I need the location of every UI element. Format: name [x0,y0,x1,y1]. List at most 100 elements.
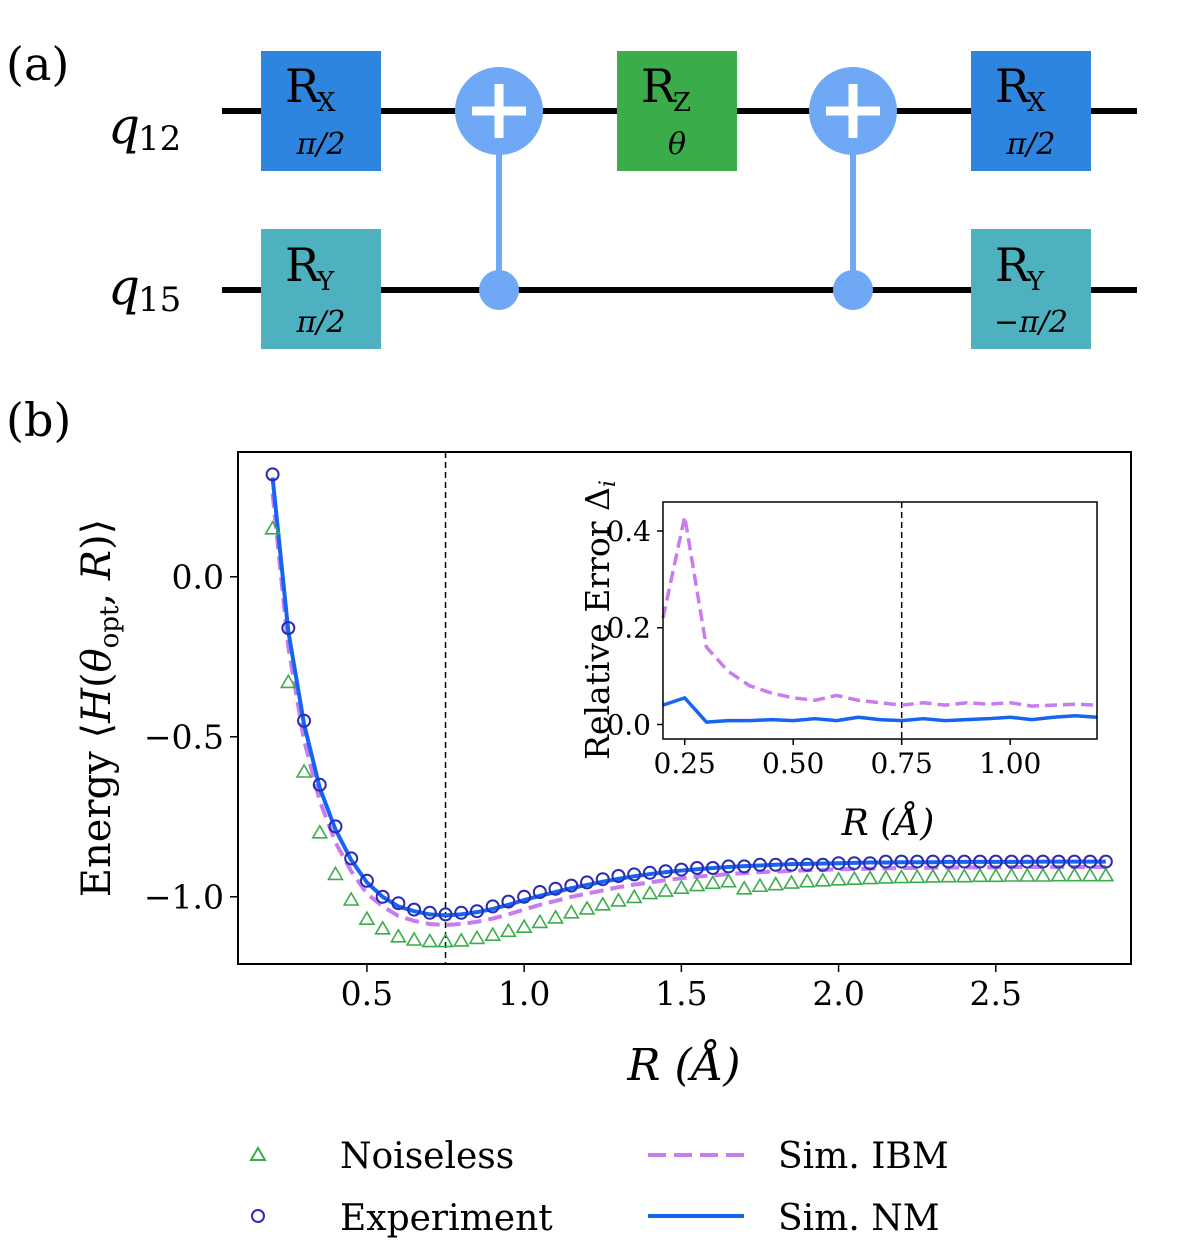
main-point-experiment-9 [407,902,422,917]
main-point-noiseless-47 [1003,867,1020,882]
main-point-experiment-10 [422,905,437,920]
main-point-noiseless-12 [452,932,470,947]
gate-ry-1-name: R [285,238,321,292]
legend-entry-sim-ibm: Sim. IBM [648,1136,949,1177]
main-point-noiseless-42 [924,868,942,883]
ylabel-close: )⟩ [74,519,120,550]
main-point-noiseless-25 [657,882,675,897]
main-point-noiseless-44 [955,868,973,883]
main-point-noiseless-52 [1081,867,1099,882]
main-point-noiseless-19 [562,904,580,919]
main-point-noiseless-45 [971,867,989,883]
main-y-axis-label: Energy ⟨H(θopt, R)⟩ [74,519,125,897]
main-point-experiment-50 [1051,854,1066,869]
inset-y-tick-label-0: 0.0 [606,708,651,741]
qubit-q12-main: q [108,97,140,155]
main-y-tick-label-2: −1.0 [144,877,224,916]
main-point-experiment-19 [564,878,579,893]
main-point-experiment-13 [469,904,484,919]
main-point-experiment-5 [344,851,359,866]
main-point-experiment-3 [312,777,327,792]
main-point-experiment-4 [328,819,343,834]
gate-rz-name: R [641,59,677,113]
inset-plot-frame [662,501,1098,740]
main-point-experiment-23 [627,867,642,882]
main-point-noiseless-31 [751,877,769,893]
main-point-noiseless-3 [311,824,329,839]
main-point-experiment-36 [831,856,846,871]
main-point-noiseless-30 [735,880,753,895]
gate-ry-1: R Y π/2 [261,229,381,349]
main-point-experiment-51 [1067,854,1082,869]
gate-ry-1-param: π/2 [296,305,346,340]
main-point-noiseless-34 [798,873,816,888]
inset-series-sim-nm-line [662,696,1098,724]
main-point-noiseless-9 [405,931,423,946]
gate-rz-param: θ [668,127,686,162]
main-point-experiment-11 [438,907,453,922]
main-point-experiment-20 [580,875,595,890]
gate-ry-1-sub: Y [316,267,335,297]
cnot-control-1 [479,270,519,310]
main-point-noiseless-6 [358,910,376,926]
gate-ry-2-name: R [995,238,1031,292]
inset-ylabel-i: i [596,480,621,487]
inset-x-tick-label-2: 0.75 [871,747,933,780]
main-point-noiseless-24 [641,885,659,900]
main-point-noiseless-13 [468,929,486,945]
main-point-noiseless-37 [845,870,863,886]
main-point-experiment-40 [894,854,909,869]
qubit-q15-sub: 15 [138,280,181,320]
main-point-experiment-42 [925,854,940,869]
legend-entry-sim-nm: Sim. NM [648,1198,940,1239]
main-point-experiment-30 [737,859,752,874]
inset-plot-bg [663,502,1097,739]
gate-rz-sub: Z [673,88,691,118]
main-point-noiseless-39 [877,869,895,884]
main-point-experiment-29 [721,859,736,874]
main-point-experiment-7 [375,889,390,904]
cnot-gate-1 [455,67,543,310]
legend-entry-noiseless: Noiseless [249,1136,514,1177]
main-point-noiseless-27 [688,877,706,892]
main-point-noiseless-17 [531,913,549,929]
inset-x-tick-label-0: 0.25 [654,747,716,780]
gate-ry-2: R Y −π/2 [971,229,1091,349]
main-point-experiment-37 [847,856,862,871]
main-series-sim-nm-line [270,477,1106,918]
main-point-noiseless-8 [389,928,407,943]
main-point-noiseless-4 [327,865,344,881]
gate-rx-2-sub: X [1027,88,1046,118]
main-point-noiseless-1 [279,673,297,689]
inset-x-axis-label: R (Å) [841,802,935,844]
legend-circle-icon [251,1209,265,1223]
ylabel-opt: opt [95,605,125,648]
gate-rx-1-param: π/2 [296,127,346,162]
inset-y-tick-label-2: 0.4 [606,515,651,548]
inset-ylabel-delta: Δ [578,487,617,511]
qubit-label-q15: q 15 [108,258,181,320]
inset-x-tick-label-1: 0.50 [762,747,824,780]
main-point-noiseless-5 [342,891,360,906]
legend-label-experiment: Experiment [340,1198,553,1239]
main-point-experiment-41 [910,854,925,869]
main-point-experiment-25 [658,864,673,879]
main-point-experiment-21 [595,872,610,887]
main-point-experiment-18 [548,881,563,896]
ylabel-r: R [74,550,120,581]
main-point-noiseless-35 [814,872,832,887]
ylabel-theta: θ [74,648,120,672]
main-point-noiseless-11 [437,933,454,948]
main-point-noiseless-48 [1018,867,1036,882]
panel-a-label: (a) [6,37,69,91]
main-x-tick-label-1: 1.0 [498,974,550,1013]
qubit-q15-main: q [108,258,140,316]
panel-b-label: (b) [6,393,71,447]
legend-label-noiseless: Noiseless [340,1136,514,1177]
main-point-experiment-16 [517,889,532,904]
main-point-noiseless-28 [704,874,722,890]
main-point-experiment-28 [705,861,720,875]
main-y-tick-label-1: −0.5 [144,717,224,756]
gate-rx-2-name: R [995,59,1031,113]
